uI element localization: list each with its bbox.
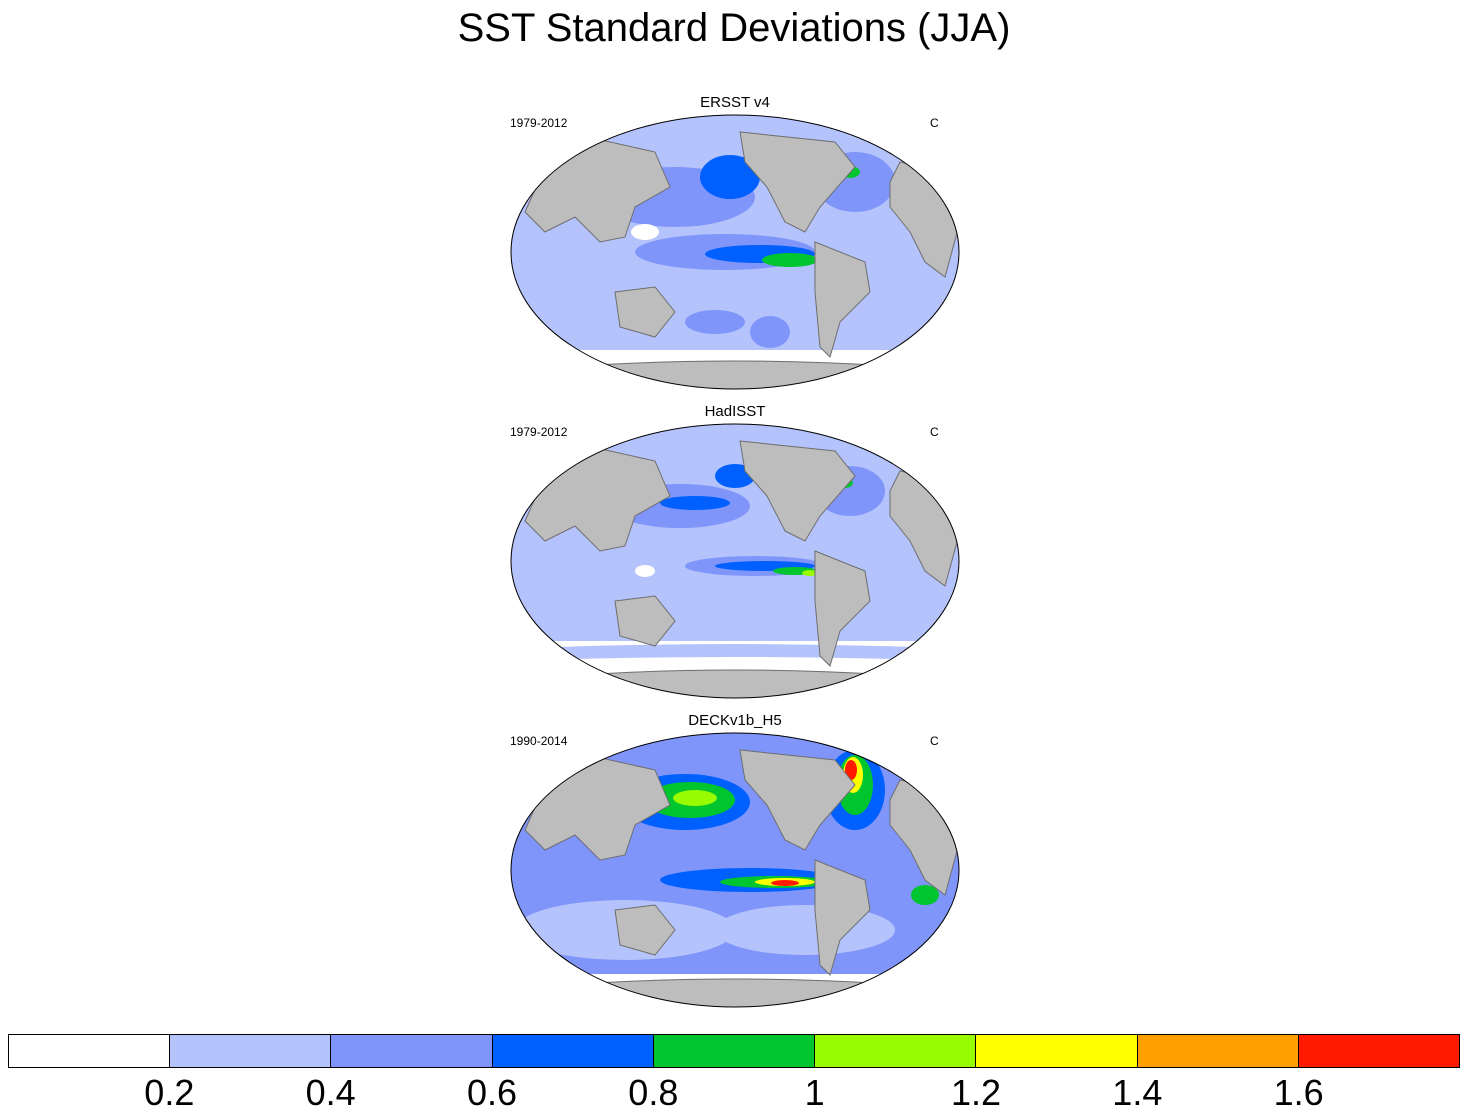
colorbar-segment [9,1035,170,1067]
colorbar-segment [330,1035,492,1067]
colorbar-segment [652,1035,815,1067]
world-map-hadisst [510,423,960,699]
colorbar-segment [975,1035,1137,1067]
panel-period: 1990-2014 [510,734,568,748]
colorbar [8,1034,1460,1068]
world-map-deckv1b [510,732,960,1008]
colorbar-tick-label: 0.8 [628,1072,679,1113]
panel-period: 1979-2012 [510,116,568,130]
figure-title: SST Standard Deviations (JJA) [457,6,1011,50]
colorbar-tick-label: 1.4 [1112,1072,1163,1113]
panel-title: ERSST v4 [700,94,770,111]
panel-period: 1979-2012 [510,425,568,439]
panel-ersst: ERSST v4 1979-2012 C [505,94,965,394]
colorbar-segment [169,1035,331,1067]
colorbar-tick-label: 1 [804,1072,825,1113]
colorbar-tick-label: 0.6 [466,1072,518,1113]
world-map-ersst [510,114,960,390]
colorbar-segment [1297,1035,1459,1067]
panel-title: HadISST [704,403,766,420]
colorbar-tick-label: 0.2 [144,1072,195,1113]
colorbar-segment [1136,1035,1298,1067]
panel-deckv1b: DECKv1b_H5 1990-2014 C [505,712,965,1012]
panel-hadisst: HadISST 1979-2012 C [505,403,965,703]
panel-units: C [930,425,939,439]
panel-units: C [930,734,939,748]
panel-units: C [930,116,939,130]
colorbar-tick-label: 1.6 [1273,1072,1324,1113]
colorbar-tick-label: 1.2 [950,1072,1002,1113]
colorbar-tick-label: 0.4 [305,1072,356,1113]
panel-title: DECKv1b_H5 [688,712,782,729]
colorbar-segment [491,1035,653,1067]
colorbar-segment [814,1035,976,1067]
